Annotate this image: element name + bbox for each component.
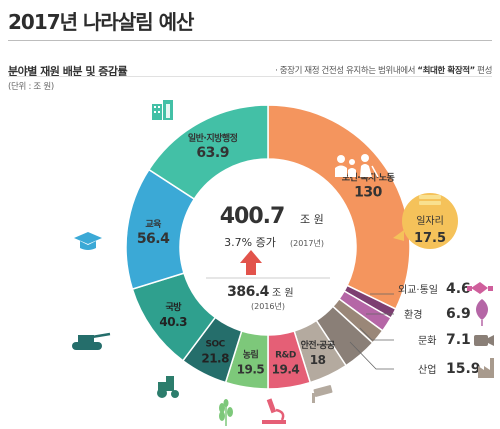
note-prefix: · 중장기 재정 건전성 유지하는 범위내에서 <box>275 66 418 76</box>
segment-value-label: 18 <box>310 353 326 367</box>
value-environment: 6.9 <box>446 306 471 322</box>
building-icon <box>152 100 173 120</box>
label-environment: 환경 <box>404 308 422 321</box>
leader-culture <box>359 327 394 341</box>
jobs-value: 17.5 <box>414 231 446 246</box>
wheat-icon <box>219 399 233 426</box>
budget-note: · 중장기 재정 건전성 유지하는 범위내에서 “최대한 확장적” 편성 <box>275 64 492 76</box>
factory-icon <box>478 358 494 378</box>
segment-value-label: 63.9 <box>196 145 229 161</box>
segment-value-label: 130 <box>354 184 382 200</box>
segment-labels: 보건·복지·노동130안전·공공18R&D19.4농림19.5SOC21.8국방… <box>137 132 395 377</box>
segment-value-label: 21.8 <box>201 351 229 365</box>
camera-icon <box>474 335 494 346</box>
segment-value-label: 19.5 <box>237 363 265 377</box>
note-suffix: 편성 <box>474 66 492 76</box>
note-strong: “최대한 확장적” <box>417 66 475 76</box>
segment-category-label: 국방 <box>165 301 182 313</box>
subtitle-divider <box>8 76 492 77</box>
segment-category-label: SOC <box>206 339 226 349</box>
segment-category-label: 농림 <box>243 349 259 361</box>
segment-category-label: 교육 <box>145 219 161 230</box>
jobs-callout-pointer <box>393 230 404 241</box>
label-culture: 문화 <box>418 335 436 347</box>
prev-year: (2016년) <box>251 301 285 311</box>
handshake-icon <box>467 282 493 294</box>
right-labels: 외교·통일 4.6 환경 6.9 문화 7.1 산업 15.9 <box>349 281 494 378</box>
microscope-icon <box>262 398 286 424</box>
unit-label: (단위 : 조 원) <box>8 82 54 92</box>
total-unit: 조 원 <box>300 213 324 226</box>
money-icon <box>419 195 441 205</box>
up-arrow-icon <box>240 250 262 275</box>
tractor-icon <box>157 376 179 398</box>
tank-icon <box>72 332 111 350</box>
increase-year: (2017년) <box>290 238 324 248</box>
segment-value-label: 56.4 <box>137 231 170 247</box>
increase-text: 3.7% 증가 <box>224 236 276 249</box>
family-icon <box>335 154 379 178</box>
value-diplomacy: 4.6 <box>446 281 471 297</box>
graduation-cap-icon <box>74 232 102 250</box>
title-divider <box>8 40 492 41</box>
cctv-icon <box>312 385 333 403</box>
jobs-callout: 일자리 17.5 <box>393 193 458 249</box>
label-industry: 산업 <box>418 363 436 376</box>
donut-hole <box>180 159 356 335</box>
segment-category-label: 안전·공공 <box>301 339 335 351</box>
total-value: 400.7 <box>220 204 285 229</box>
leader-industry <box>349 341 394 370</box>
segment-category-label: R&D <box>275 351 296 361</box>
prev-total-unit: 조 원 <box>272 287 294 299</box>
leaf-icon <box>476 299 488 326</box>
segment-value-label: 40.3 <box>159 315 187 329</box>
label-diplomacy: 외교·통일 <box>398 284 438 296</box>
prev-total-value: 386.4 <box>227 284 270 300</box>
segment-value-label: 19.4 <box>272 363 300 377</box>
chart-subtitle: 분야별 재원 배분 및 증감률 <box>8 65 128 78</box>
jobs-callout-bubble <box>402 193 458 249</box>
jobs-label: 일자리 <box>416 215 444 227</box>
segment-category-label: 일반·지방행정 <box>188 132 238 144</box>
value-industry: 15.9 <box>446 361 481 377</box>
value-culture: 7.1 <box>446 332 471 348</box>
page-title: 2017년 나라살림 예산 <box>8 10 194 34</box>
